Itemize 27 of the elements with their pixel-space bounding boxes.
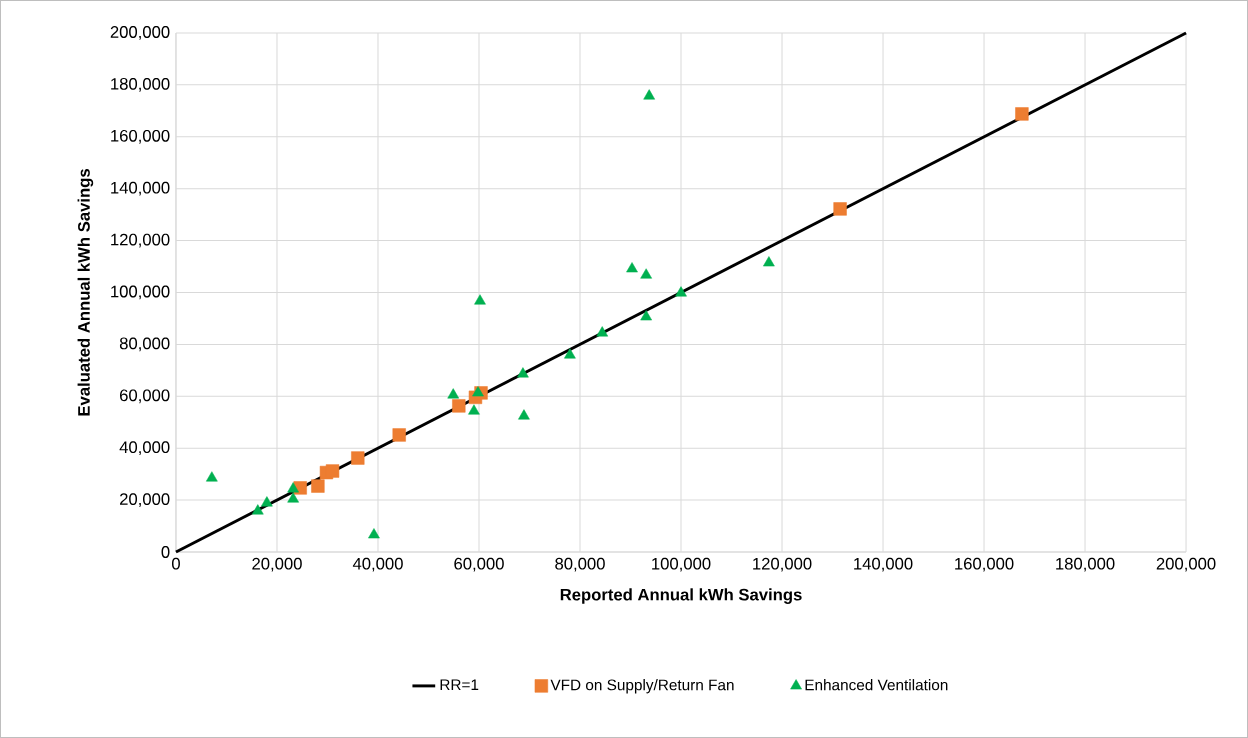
x-tick-label: 200,000 bbox=[1156, 557, 1216, 572]
x-tick-label: 80,000 bbox=[555, 557, 605, 572]
x-tick-label: 180,000 bbox=[1056, 557, 1115, 572]
y-tick-label: 40,000 bbox=[119, 441, 170, 456]
y-tick-label: 0 bbox=[161, 546, 170, 558]
y-tick-label: 180,000 bbox=[111, 78, 170, 92]
y-tick-label: 80,000 bbox=[119, 337, 170, 352]
x-tick-label: 160,000 bbox=[955, 557, 1014, 572]
x-tick-label: 40,000 bbox=[352, 557, 403, 572]
x-tick-label: 140,000 bbox=[854, 557, 913, 572]
y-axis-title: Evaluated Annual kWh Savings bbox=[77, 169, 94, 416]
legend-label: Enhanced Ventilation bbox=[805, 679, 948, 691]
legend-label: RR=1 bbox=[440, 679, 479, 690]
y-tick-label: 140,000 bbox=[111, 181, 170, 196]
x-axis-title: Reported Annual kWh Savings bbox=[560, 588, 802, 604]
x-tick-label: 20,000 bbox=[252, 557, 302, 572]
y-tick-label: 100,000 bbox=[111, 285, 170, 300]
y-tick-label: 120,000 bbox=[111, 233, 170, 248]
y-tick-label: 160,000 bbox=[111, 129, 170, 144]
x-tick-label: 60,000 bbox=[454, 557, 504, 572]
x-tick-label: 120,000 bbox=[753, 557, 812, 572]
legend-label: VFD on Supply/Return Fan bbox=[550, 679, 734, 694]
y-tick-label: 200,000 bbox=[110, 26, 170, 40]
x-tick-label: 0 bbox=[171, 557, 180, 570]
y-tick-label: 20,000 bbox=[120, 493, 170, 507]
y-tick-label: 60,000 bbox=[120, 389, 170, 404]
x-tick-label: 100,000 bbox=[652, 557, 711, 572]
